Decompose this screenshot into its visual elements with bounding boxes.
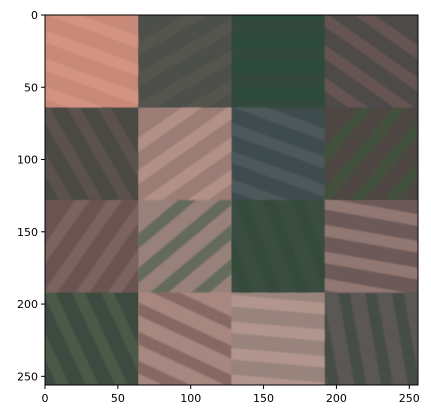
field-texture — [324, 15, 418, 108]
x-tick-label: 150 — [253, 392, 274, 405]
x-axis: 0 50 100 150 200 250 — [42, 385, 420, 405]
x-tick-label: 250 — [399, 392, 420, 405]
y-tick-label: 200 — [17, 298, 38, 311]
axes-frame — [44, 14, 419, 386]
field-texture — [138, 200, 232, 293]
field-texture — [45, 200, 139, 293]
field-texture — [138, 107, 232, 200]
x-tick-label: 100 — [180, 392, 201, 405]
y-tick-label: 100 — [17, 154, 38, 167]
field-texture — [231, 107, 325, 200]
field-texture — [231, 200, 325, 293]
y-tick-label: 50 — [24, 81, 38, 94]
y-axis: 0 50 100 150 200 250 — [17, 9, 45, 383]
field-texture — [231, 292, 325, 385]
field-texture — [45, 292, 139, 385]
field-texture — [324, 107, 418, 200]
y-tick-label: 0 — [31, 9, 38, 22]
field-texture — [138, 292, 232, 385]
field-texture — [138, 15, 232, 108]
x-tick-label: 200 — [326, 392, 347, 405]
field-texture — [324, 200, 418, 293]
field-texture — [324, 292, 418, 385]
y-tick-label: 150 — [17, 226, 38, 239]
y-tick-label: 250 — [17, 370, 38, 383]
field-texture — [45, 15, 139, 108]
field-texture — [45, 107, 139, 200]
x-tick-label: 50 — [111, 392, 125, 405]
field-texture — [231, 21, 325, 108]
x-tick-label: 0 — [42, 392, 49, 405]
